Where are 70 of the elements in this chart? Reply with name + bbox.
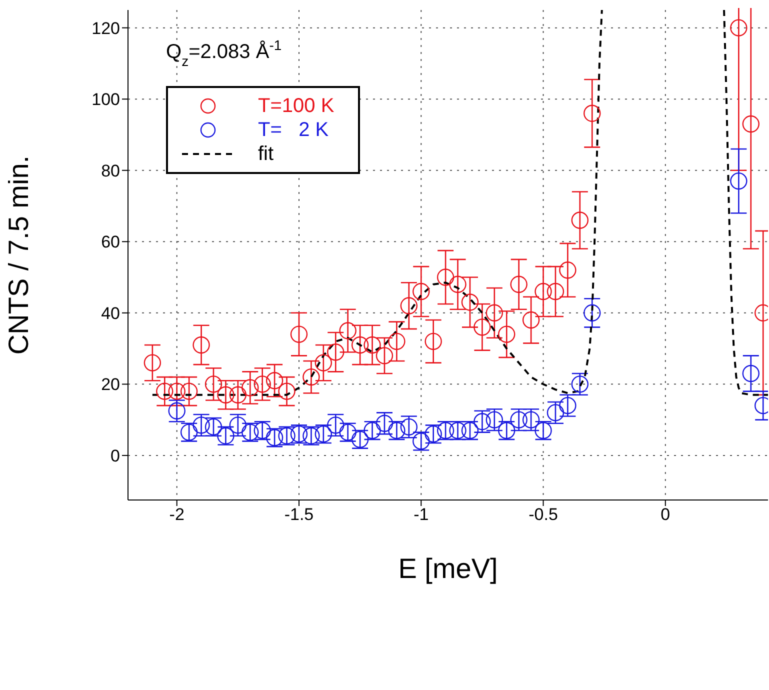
y-tick-label: 80	[101, 161, 120, 180]
legend-label: fit	[258, 142, 274, 166]
point	[278, 382, 296, 400]
x-axis-title: E [meV]	[398, 553, 498, 584]
point	[742, 364, 760, 382]
y-tick-label: 60	[101, 232, 120, 252]
point	[486, 304, 504, 322]
point	[388, 332, 406, 350]
point	[400, 297, 418, 314]
point	[351, 336, 369, 354]
y-tick-label: 40	[101, 304, 120, 323]
point	[730, 172, 748, 190]
x-tick-label: -1	[414, 505, 429, 524]
y-tick-label: 100	[92, 90, 120, 110]
point	[217, 386, 234, 404]
point	[168, 382, 186, 400]
point	[559, 262, 576, 279]
point	[436, 268, 454, 286]
point	[302, 368, 320, 386]
y-tick-label: 120	[92, 18, 120, 38]
point	[546, 282, 564, 300]
point	[730, 19, 748, 36]
point	[584, 304, 601, 322]
legend-label: T=100 K	[258, 94, 334, 118]
point	[180, 382, 198, 400]
annotation: Q$_{z}$=2.083 Å$^{-1}$	[166, 37, 282, 69]
y-axis-title: CNTS / 7.5 min.	[2, 155, 34, 355]
point	[522, 311, 540, 329]
point	[327, 416, 344, 434]
point	[314, 354, 332, 372]
point	[327, 344, 344, 361]
point	[254, 376, 271, 393]
x-tick-label: -0.5	[528, 505, 558, 524]
point	[412, 282, 430, 300]
point	[376, 414, 394, 432]
point	[156, 382, 174, 400]
x-tick-label: -1.5	[284, 505, 314, 524]
y-tick-label: 20	[101, 375, 120, 394]
point	[584, 104, 601, 122]
point	[266, 372, 284, 390]
x-tick-label: 0	[660, 505, 670, 524]
point	[742, 115, 760, 133]
legend-label: T= 2 K	[258, 118, 329, 142]
point	[229, 416, 247, 434]
point	[339, 322, 356, 340]
point	[192, 416, 210, 434]
point	[192, 336, 210, 354]
point	[546, 404, 564, 422]
point	[144, 354, 162, 372]
point	[229, 386, 247, 404]
point	[290, 326, 308, 343]
point	[364, 336, 381, 354]
point	[571, 376, 589, 393]
point	[522, 411, 540, 428]
point	[510, 411, 528, 428]
point	[498, 326, 516, 343]
point	[534, 282, 552, 300]
y-tick-label: 0	[110, 446, 120, 466]
point	[449, 276, 466, 293]
point	[474, 413, 491, 430]
point	[461, 294, 479, 311]
point	[510, 276, 528, 293]
point	[571, 212, 589, 229]
point	[474, 318, 491, 336]
point	[204, 376, 222, 393]
point	[424, 332, 442, 350]
point	[486, 411, 504, 428]
x-tick-label: -2	[169, 505, 184, 524]
point	[242, 379, 259, 396]
point	[376, 347, 394, 364]
